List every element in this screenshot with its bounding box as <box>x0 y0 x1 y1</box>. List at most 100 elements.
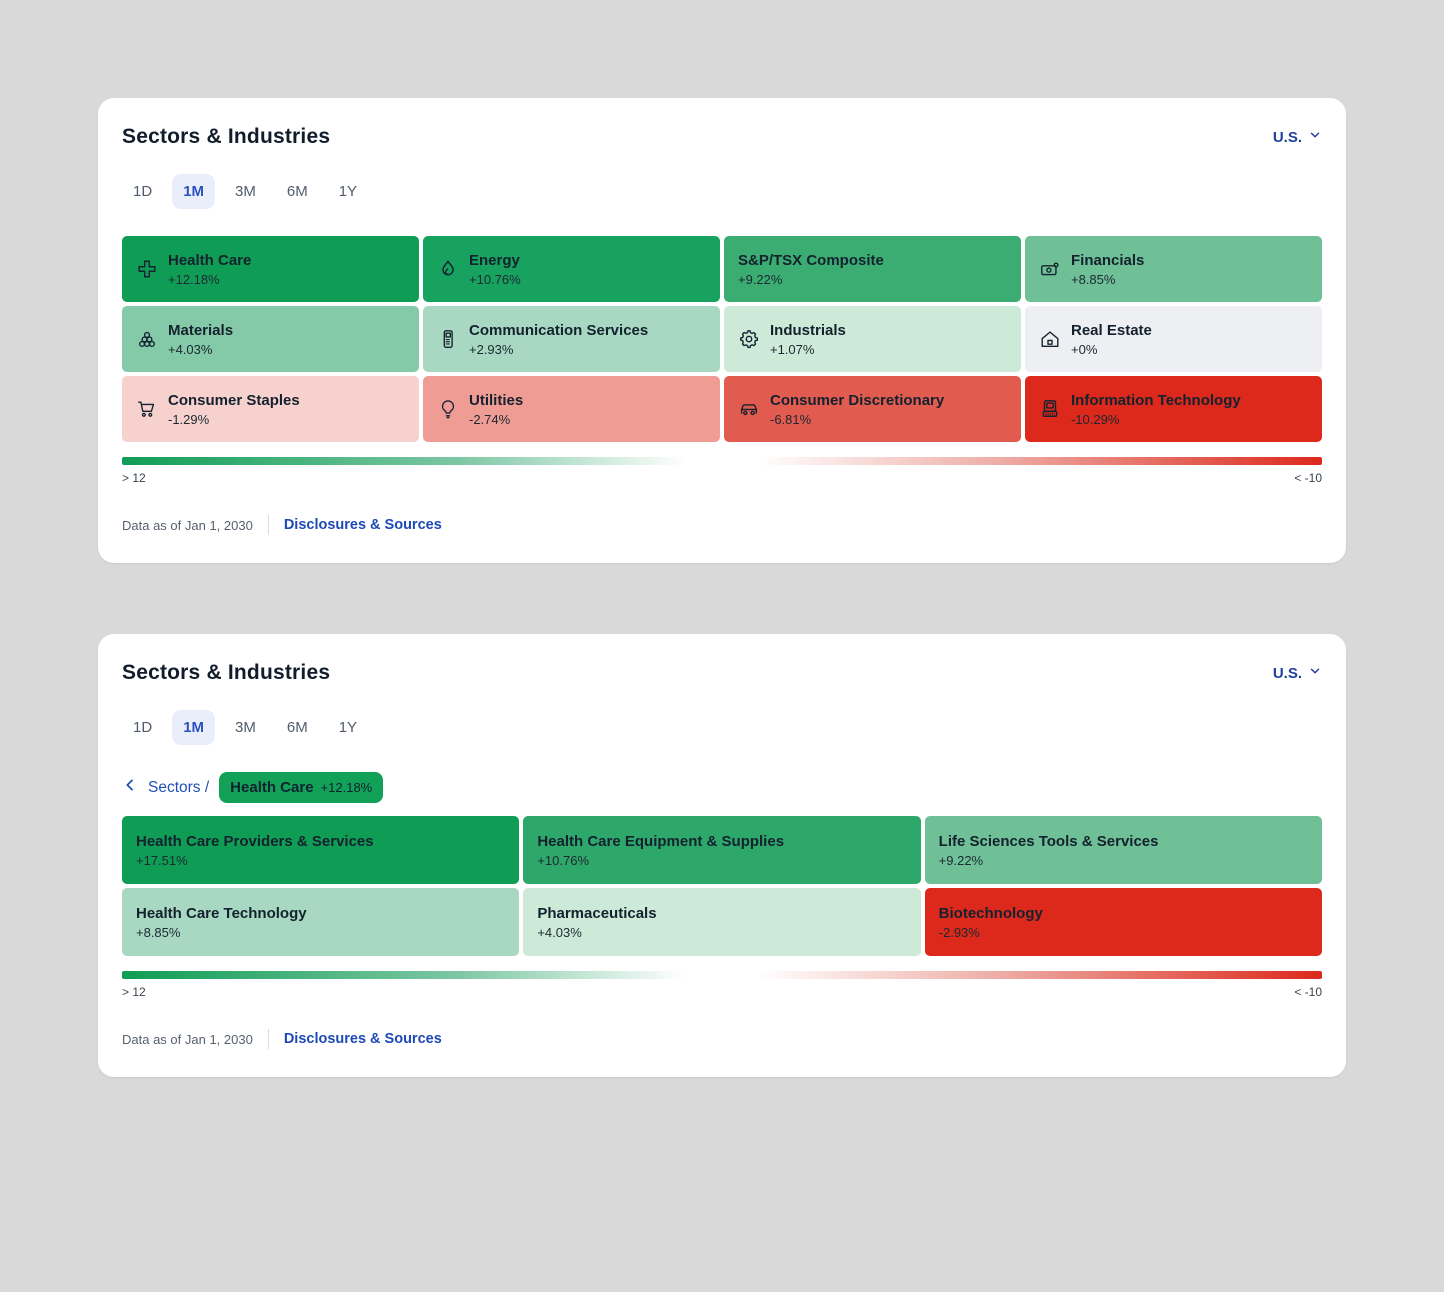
sector-name: Consumer Staples <box>168 391 300 409</box>
page-title: Sectors & Industries <box>122 125 331 148</box>
tile-industrials[interactable]: Industrials +1.07% <box>724 306 1021 372</box>
tile-materials[interactable]: Materials +4.03% <box>122 306 419 372</box>
region-selector[interactable]: U.S. <box>1273 664 1322 682</box>
tab-1m[interactable]: 1M <box>172 174 216 209</box>
sector-change: +2.93% <box>469 341 514 357</box>
tile-pharmaceuticals[interactable]: Pharmaceuticals +4.03% <box>523 888 921 956</box>
sector-name: S&P/TSX Composite <box>738 251 884 269</box>
disclosures-sources-link[interactable]: Disclosures & Sources <box>283 517 442 533</box>
industry-change: +9.22% <box>938 852 984 868</box>
sector-change: +0% <box>1071 341 1098 357</box>
scale-max-label: < -10 <box>1294 985 1322 999</box>
sector-name: Information Technology <box>1071 391 1241 409</box>
chevron-down-icon <box>1308 128 1322 146</box>
card-footer: Data as of Jan 1, 2030 Disclosures & Sou… <box>122 515 1322 535</box>
tab-3m[interactable]: 3M <box>235 183 256 200</box>
car-icon <box>738 398 760 420</box>
card-footer: Data as of Jan 1, 2030 Disclosures & Sou… <box>122 1029 1322 1049</box>
banknote-icon <box>1039 258 1061 280</box>
data-as-of-label: Data as of Jan 1, 2030 <box>122 517 253 533</box>
scale-min-label: > 12 <box>122 471 146 485</box>
tile-financials[interactable]: Financials +8.85% <box>1025 236 1322 302</box>
tab-6m[interactable]: 6M <box>286 719 308 736</box>
tab-6m[interactable]: 6M <box>286 183 308 200</box>
tile-sptsx-composite[interactable]: S&P/TSX Composite +9.22% <box>724 236 1021 302</box>
page-title: Sectors & Industries <box>122 661 331 684</box>
tile-health-care-equipment-supplies[interactable]: Health Care Equipment & Supplies +10.76% <box>523 816 921 884</box>
chevron-down-icon <box>1308 664 1322 682</box>
health-care-badge[interactable]: Health Care +12.18% <box>219 772 384 803</box>
sectors-industries-card: Sectors & Industries U.S. 1D 1M 3M 6M 1Y… <box>98 98 1346 563</box>
sector-name: Communication Services <box>469 321 649 339</box>
data-as-of-label: Data as of Jan 1, 2030 <box>122 1031 253 1047</box>
region-label: U.S. <box>1272 128 1302 146</box>
tab-1d[interactable]: 1D <box>133 719 153 736</box>
industry-name: Health Care Providers & Services <box>136 832 374 850</box>
tab-3m[interactable]: 3M <box>235 719 256 736</box>
sector-change: -1.29% <box>168 411 210 427</box>
tab-1y[interactable]: 1Y <box>338 183 358 200</box>
card-header: Sectors & Industries U.S. <box>122 661 1322 685</box>
sector-change: +9.22% <box>738 271 783 287</box>
breadcrumb-sectors-link[interactable]: Sectors / <box>148 778 210 796</box>
sector-change: -6.81% <box>770 411 812 427</box>
industry-change: +4.03% <box>537 924 582 940</box>
sector-change: +1.07% <box>770 341 815 357</box>
industry-heatmap-grid: Health Care Providers & Services +17.51%… <box>122 816 1322 956</box>
industry-change: +17.51% <box>136 852 188 868</box>
mobile-phone-icon <box>437 328 459 350</box>
performance-scale-gradient <box>122 971 1322 979</box>
tile-energy[interactable]: Energy +10.76% <box>423 236 720 302</box>
performance-scale-gradient <box>122 457 1322 465</box>
tab-1y[interactable]: 1Y <box>338 719 358 736</box>
tab-1d[interactable]: 1D <box>133 183 153 200</box>
badge-name: Health Care <box>230 779 314 796</box>
tile-communication-services[interactable]: Communication Services +2.93% <box>423 306 720 372</box>
breadcrumb: Sectors / Health Care +12.18% <box>122 772 1322 803</box>
lightbulb-icon <box>437 398 459 420</box>
tile-health-care-providers-services[interactable]: Health Care Providers & Services +17.51% <box>122 816 520 884</box>
scale-min-label: > 12 <box>122 985 146 999</box>
sector-change: -10.29% <box>1071 411 1120 427</box>
tile-life-sciences-tools-services[interactable]: Life Sciences Tools & Services +9.22% <box>924 816 1322 884</box>
tile-biotechnology[interactable]: Biotechnology -2.93% <box>924 888 1322 956</box>
tile-consumer-staples[interactable]: Consumer Staples -1.29% <box>122 376 419 442</box>
tile-utilities[interactable]: Utilities -2.74% <box>423 376 720 442</box>
tile-health-care-technology[interactable]: Health Care Technology +8.85% <box>122 888 520 956</box>
sector-change: +12.18% <box>168 271 220 287</box>
sector-heatmap-grid: Health Care +12.18% Energy +10.76% S&P/T… <box>122 236 1322 442</box>
region-label: U.S. <box>1272 664 1302 682</box>
industry-name: Health Care Equipment & Supplies <box>537 832 785 850</box>
computer-icon <box>1039 398 1061 420</box>
sector-name: Materials <box>168 321 234 339</box>
industry-change: +8.85% <box>136 924 181 940</box>
sector-name: Utilities <box>469 391 524 409</box>
industry-change: -2.93% <box>938 924 980 940</box>
gear-icon <box>738 328 760 350</box>
sector-name: Health Care <box>168 251 252 269</box>
health-care-industries-card: Sectors & Industries U.S. 1D 1M 3M 6M 1Y… <box>98 634 1346 1077</box>
spheres-icon <box>136 328 158 350</box>
tile-information-technology[interactable]: Information Technology -10.29% <box>1025 376 1322 442</box>
tile-consumer-discretionary[interactable]: Consumer Discretionary -6.81% <box>724 376 1021 442</box>
back-button[interactable] <box>122 777 138 798</box>
badge-change: +12.18% <box>320 780 373 795</box>
sector-name: Real Estate <box>1071 321 1152 339</box>
sector-change: +8.85% <box>1071 271 1116 287</box>
card-header: Sectors & Industries U.S. <box>122 125 1322 149</box>
disclosures-sources-link[interactable]: Disclosures & Sources <box>283 1031 442 1047</box>
sector-name: Financials <box>1071 251 1145 269</box>
tile-health-care[interactable]: Health Care +12.18% <box>122 236 419 302</box>
sector-name: Industrials <box>770 321 846 339</box>
tile-real-estate[interactable]: Real Estate +0% <box>1025 306 1322 372</box>
footer-divider <box>267 515 269 535</box>
period-tabs: 1D 1M 3M 6M 1Y <box>122 710 1322 745</box>
footer-divider <box>267 1029 269 1049</box>
industry-name: Pharmaceuticals <box>537 904 657 922</box>
sector-change: +10.76% <box>469 271 521 287</box>
health-cross-icon <box>136 258 158 280</box>
region-selector[interactable]: U.S. <box>1273 128 1322 146</box>
house-icon <box>1039 328 1061 350</box>
industry-name: Life Sciences Tools & Services <box>938 832 1159 850</box>
tab-1m[interactable]: 1M <box>172 710 216 745</box>
